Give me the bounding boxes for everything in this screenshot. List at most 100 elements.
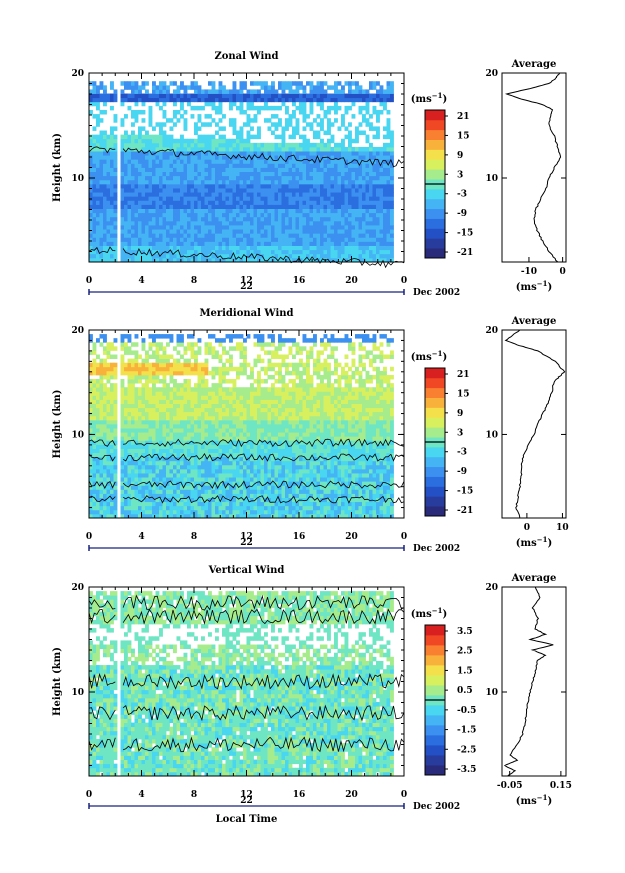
heatmap-cell	[316, 253, 321, 259]
heatmap-cell	[215, 497, 219, 503]
heatmap-cell	[225, 464, 230, 470]
heatmap-cell	[201, 93, 205, 99]
heatmap-cell	[383, 105, 387, 111]
heatmap-cell	[138, 183, 142, 189]
heatmap-cell	[131, 216, 135, 222]
heatmap-cell	[155, 460, 160, 466]
heatmap-cell	[208, 334, 212, 339]
heatmap-cell	[162, 175, 167, 181]
heatmap-cell	[173, 241, 177, 246]
heatmap-cell	[145, 188, 149, 193]
heatmap-cell	[390, 212, 394, 218]
heatmap-cell	[243, 155, 247, 160]
heatmap-cell	[222, 428, 226, 433]
heatmap-cell	[211, 85, 216, 90]
heatmap-cell	[337, 225, 342, 230]
heatmap-cell	[127, 159, 132, 164]
heatmap-cell	[124, 146, 128, 152]
heatmap-cell	[120, 138, 125, 144]
heatmap-cell	[253, 183, 258, 189]
heatmap-cell	[222, 196, 226, 201]
heatmap-cell	[341, 253, 345, 259]
heatmap-cell	[383, 229, 387, 234]
heatmap-cell	[92, 477, 97, 482]
heatmap-cell	[257, 233, 261, 238]
heatmap-cell	[365, 122, 370, 127]
heatmap-cell	[106, 428, 111, 433]
heatmap-cell	[365, 229, 370, 234]
heatmap-cell	[372, 183, 377, 189]
heatmap-cell	[103, 464, 107, 470]
heatmap-cell	[194, 432, 198, 437]
heatmap-cell	[103, 448, 107, 454]
heatmap-cell	[306, 155, 310, 160]
heatmap-cell	[124, 370, 128, 376]
heatmap-cell	[169, 489, 174, 494]
heatmap-cell	[194, 183, 198, 189]
heatmap-cell	[376, 114, 380, 119]
heatmap-cell	[190, 407, 195, 413]
heatmap-cell	[176, 196, 181, 201]
heatmap-cell	[320, 225, 324, 230]
heatmap-cell	[124, 489, 128, 494]
heatmap-cell	[232, 204, 237, 209]
heatmap-cell	[257, 220, 261, 226]
heatmap-cell	[120, 428, 125, 433]
heatmap-cell	[176, 89, 181, 94]
date-label: Dec 2002	[413, 288, 460, 298]
heatmap-cell	[351, 146, 356, 152]
heatmap-cell	[246, 179, 251, 185]
heatmap-cell	[253, 220, 258, 226]
heatmap-cell	[124, 114, 128, 119]
heatmap-cell	[383, 208, 387, 214]
heatmap-cell	[327, 138, 331, 144]
heatmap-cell	[204, 477, 209, 482]
heatmap-cell	[169, 97, 174, 103]
heatmap-cell	[295, 163, 300, 168]
heatmap-cell	[190, 204, 195, 209]
heatmap-cell	[138, 509, 142, 515]
heatmap-cell	[180, 497, 184, 503]
heatmap-cell	[327, 93, 331, 99]
heatmap-cell	[89, 477, 93, 482]
heatmap-cell	[159, 366, 163, 372]
heatmap-cell	[302, 216, 307, 222]
heatmap-cell	[358, 109, 363, 115]
heatmap-cell	[264, 167, 268, 173]
heatmap-cell	[379, 183, 384, 189]
heatmap-cell	[330, 85, 335, 90]
heatmap-cell	[376, 196, 380, 201]
heatmap-cell	[257, 212, 261, 218]
heatmap-cell	[166, 216, 170, 222]
heatmap-cell	[246, 163, 251, 168]
heatmap-cell	[211, 241, 216, 246]
heatmap-cell	[320, 188, 324, 193]
heatmap-cell	[236, 241, 240, 246]
heatmap-cell	[355, 229, 359, 234]
heatmap-cell	[295, 237, 300, 242]
heatmap-cell	[337, 155, 342, 160]
heatmap-cell	[201, 241, 205, 246]
heatmap-cell	[344, 253, 349, 259]
heatmap-cell	[162, 97, 167, 103]
heatmap-cell	[162, 253, 167, 259]
heatmap-cell	[334, 220, 338, 226]
heatmap-cell	[358, 229, 363, 234]
heatmap-cell	[155, 374, 160, 380]
heatmap-cell	[372, 241, 377, 246]
heatmap-cell	[187, 85, 191, 90]
heatmap-cell	[246, 245, 251, 251]
heatmap-cell	[148, 179, 153, 185]
heatmap-cell	[155, 407, 160, 413]
heatmap-cell	[232, 216, 237, 222]
heatmap-cell	[222, 241, 226, 246]
heatmap-cell	[166, 155, 170, 160]
heatmap-cell	[124, 183, 128, 189]
heatmap-cell	[260, 237, 265, 242]
heatmap-cell	[320, 212, 324, 218]
heatmap-cell	[215, 509, 219, 515]
heatmap-cell	[166, 334, 170, 339]
heatmap-cell	[113, 192, 118, 197]
heatmap-cell	[390, 93, 394, 99]
